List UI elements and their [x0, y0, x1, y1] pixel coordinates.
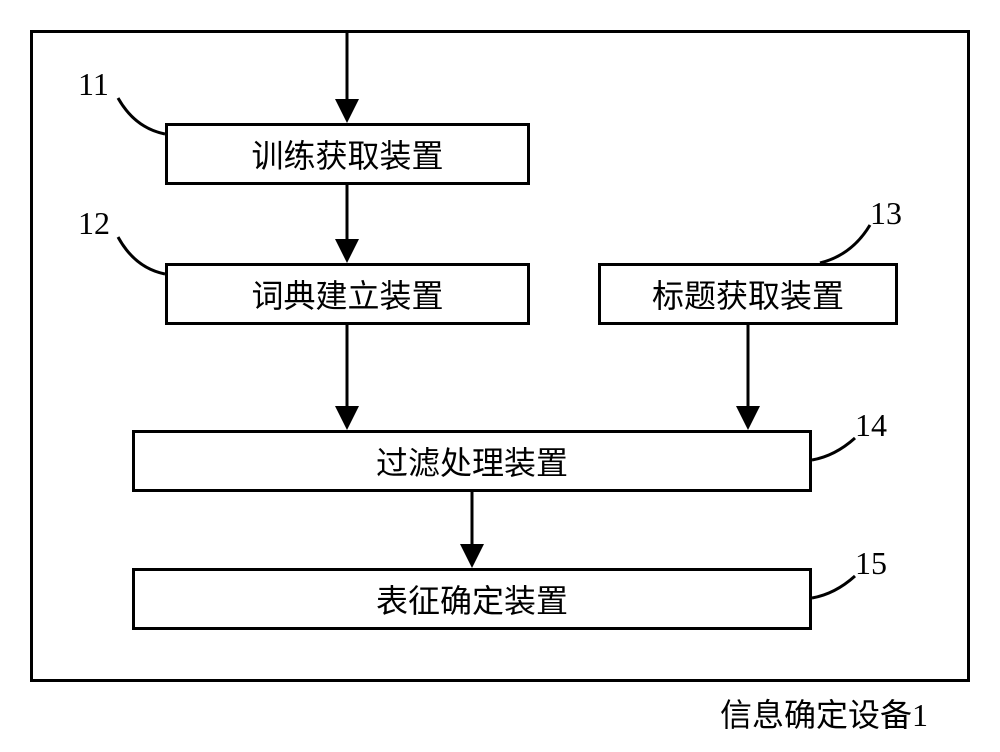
leader-svg — [0, 0, 1000, 752]
leader-line — [118, 98, 165, 134]
leader-line — [812, 576, 855, 598]
leader-line — [812, 438, 855, 460]
leader-line — [820, 225, 870, 263]
leader-line — [118, 237, 165, 274]
